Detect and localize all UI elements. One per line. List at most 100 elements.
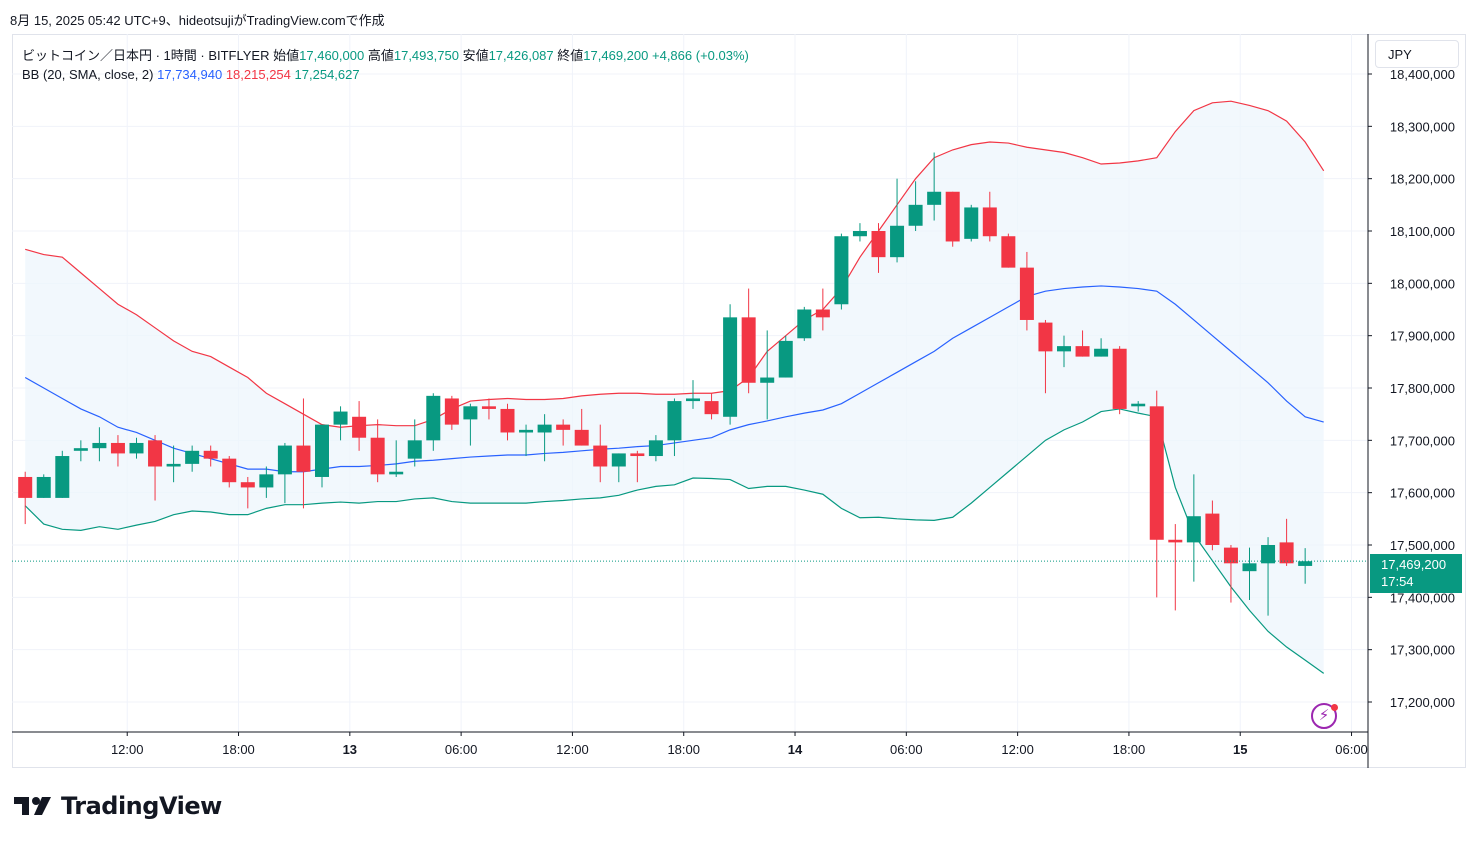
price-tick-label: 17,800,000 [1390,381,1455,396]
candle-body [630,453,645,457]
candle-body [1057,346,1071,352]
candle-body [871,231,886,258]
notification-dot [1331,704,1338,711]
candle-body [1038,322,1053,352]
lightning-icon[interactable]: ⚡ [1311,703,1337,729]
candle-body [1168,539,1183,543]
bar-countdown: 17:54 [1381,574,1414,589]
tradingview-logo-icon [14,797,51,815]
price-tick-label: 17,900,000 [1390,329,1455,344]
price-tick-label: 18,400,000 [1390,67,1455,82]
time-tick-label: 18:00 [222,742,255,757]
candles [18,152,1313,616]
candle-body [240,482,255,488]
bb-upper-value: 18,215,254 [225,67,291,82]
candle-body [890,225,905,258]
candle-body [296,445,311,472]
candle-body [945,191,960,242]
candle-body [1186,516,1201,543]
candle-body [556,424,571,430]
time-tick-label: 14 [788,742,803,757]
candle-body [1001,236,1016,268]
chart-area[interactable]: 17,200,000 17,300,000 17,400,000 17,500,000… [12,34,1466,768]
header-caption: 8月 15, 2025 05:42 UTC+9、hideotsujiがTradi… [10,13,385,28]
time-tick-label: 13 [343,742,357,757]
candle-body [389,471,404,475]
bb-fill [25,101,1324,674]
last-price-tag: 17,469,200 17:54 [1370,554,1462,593]
price-axis: 17,200,000 17,300,000 17,400,000 17,500,000… [1368,67,1455,710]
candle-body [407,440,422,459]
candle-body [148,440,163,467]
price-tick-label: 18,200,000 [1390,172,1455,187]
candle-body [815,309,830,318]
low-label: 安値 [462,48,489,63]
candle-body [73,448,88,451]
candle-body [741,317,756,383]
candle-body [129,442,144,454]
candle-body [1112,348,1127,409]
candle-body [519,429,534,433]
tradingview-brand[interactable]: TradingView [14,792,222,820]
time-tick-label: 06:00 [890,742,923,757]
price-tick-label: 17,400,000 [1390,590,1455,605]
change-value: +4,866 (+0.03%) [652,48,749,63]
time-tick-label: 06:00 [1335,742,1368,757]
price-tick-label: 17,600,000 [1390,486,1455,501]
candle-body [1261,545,1276,564]
candle-body [834,236,849,305]
price-tick-label: 17,300,000 [1390,643,1455,658]
candle-body [1075,346,1090,357]
bb-lower-value: 17,254,627 [294,67,360,82]
candle-body [481,406,496,409]
candle-body [593,445,608,467]
candle-body [222,458,237,483]
last-price-value: 17,469,200 [1381,557,1447,572]
bb-upper-line [25,100,1325,428]
candle-body [352,416,367,438]
open-label: 始値 [273,48,300,63]
candle-body [315,424,329,477]
candle-body [574,429,589,446]
candle-body [1279,542,1294,564]
currency-selector[interactable]: JPY [1375,40,1459,68]
candle-body [1094,348,1109,357]
ohlc-legend: ビットコイン／日本円 · 1時間 · BITFLYER 始値17,460,000… [22,45,749,64]
candle-body [648,440,663,457]
candle-body [18,476,33,498]
price-tick-label: 18,000,000 [1390,276,1455,291]
time-tick-label: 12:00 [111,742,144,757]
candle-body [277,445,292,475]
time-tick-label: 06:00 [445,742,478,757]
candle-body [1242,563,1257,572]
time-tick-label: 12:00 [556,742,589,757]
candle-body [333,411,348,425]
price-tick-label: 17,700,000 [1390,433,1455,448]
price-tick-label: 18,300,000 [1390,119,1455,134]
candle-body [667,401,682,441]
high-label: 高値 [367,48,394,63]
time-tick-label: 18:00 [1113,742,1146,757]
candle-body [1131,403,1146,407]
candle-body [370,437,385,475]
candle-body [463,406,478,420]
time-tick-label: 15 [1233,742,1247,757]
candle-body [92,442,107,449]
candle-body [1205,513,1220,545]
candle-body [686,398,700,402]
close-label: 終値 [557,48,584,63]
candle-body [982,207,997,237]
candle-body [611,453,626,467]
candle-body [36,476,51,498]
candle-body [964,207,979,239]
candle-body [166,463,181,467]
candle-body [797,309,812,339]
time-tick-label: 12:00 [1001,742,1034,757]
chart-frame[interactable] [12,34,1466,768]
candle-body [778,340,793,378]
price-tick-label: 17,200,000 [1390,695,1455,710]
candle-body [426,395,441,441]
candle-body [110,442,125,454]
candle-body [500,408,515,433]
candle-body [259,474,274,488]
